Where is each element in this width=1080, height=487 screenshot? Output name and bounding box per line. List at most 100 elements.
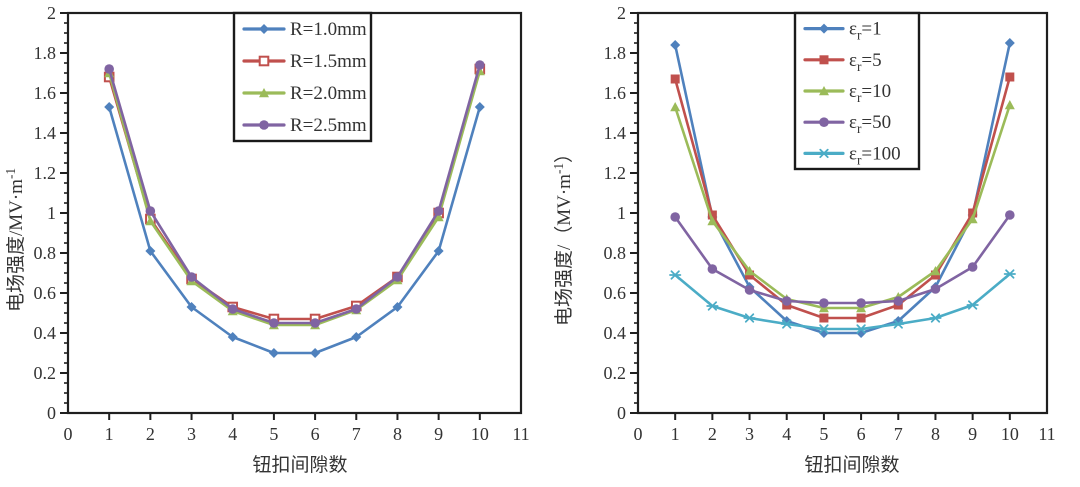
data-point-marker — [145, 246, 156, 256]
left-chart-canvas: 0 0.2 0.4 0.6 0.8 1 1.2 1.4 1.6 1.8 2 0 1 2 3 4 5 6 7 8 9 10 1… — [3, 3, 530, 476]
legend-label: R=1.5mm — [290, 51, 367, 72]
data-point-marker — [268, 348, 279, 358]
data-point-marker — [819, 313, 829, 323]
left-chart-panel: 0 0.2 0.4 0.6 0.8 1 1.2 1.4 1.6 1.8 2 0 1 2 3 4 5 6 7 8 9 10 1… — [3, 3, 530, 476]
x-tick-label: 3 — [745, 424, 754, 444]
legend-label: R=2.0mm — [290, 83, 367, 104]
y-tick-label: 2 — [47, 3, 56, 23]
data-point-marker — [310, 318, 320, 328]
data-point-marker — [1005, 72, 1015, 82]
data-point-marker — [707, 264, 718, 274]
data-point-marker — [475, 60, 485, 70]
data-point-marker — [744, 266, 755, 276]
y-tick-label: 1.6 — [34, 83, 57, 103]
x-tick-label: 11 — [1038, 424, 1055, 444]
x-tick-label: 6 — [311, 424, 320, 444]
y-tick-label: 0.4 — [34, 323, 57, 343]
y-tick-label: 1.2 — [604, 163, 627, 183]
data-point-marker — [186, 272, 197, 282]
data-point-marker — [1005, 269, 1015, 279]
y-tick-label: 0.2 — [604, 363, 627, 383]
data-point-marker — [1004, 100, 1015, 110]
y-tick-label: 1.8 — [34, 43, 57, 63]
y-tick-label: 1 — [47, 203, 56, 223]
series-line — [107, 105, 482, 355]
series-line — [673, 272, 1012, 331]
data-point-marker — [819, 148, 829, 159]
data-point-marker — [930, 284, 941, 294]
y-tick-label: 1.8 — [604, 43, 627, 63]
y-tick-label: 0.6 — [604, 283, 627, 303]
data-point-marker — [269, 318, 279, 328]
legend-entry-R=1.0mm: R=1.0mm — [242, 19, 367, 40]
data-point-marker — [259, 88, 269, 98]
series-line — [107, 63, 482, 325]
x-tick-label: 6 — [857, 424, 866, 444]
x-tick-label: 7 — [352, 424, 361, 444]
data-point-marker — [227, 304, 238, 314]
data-point-marker — [781, 296, 792, 306]
data-point-marker — [145, 216, 156, 226]
data-point-marker — [670, 102, 681, 112]
x-tick-label: 4 — [228, 424, 237, 444]
y-tick-label: 0.8 — [34, 243, 57, 263]
legend-label: εr=100 — [849, 143, 901, 167]
x-tick-label: 1 — [105, 424, 114, 444]
data-point-marker — [392, 272, 403, 282]
data-point-marker — [967, 214, 978, 224]
x-tick-label: 11 — [512, 424, 529, 444]
data-point-marker — [670, 212, 680, 222]
legend-entry-εr=100: εr=100 — [803, 143, 901, 167]
y-tick-label: 1.6 — [604, 83, 627, 103]
data-point-marker — [474, 102, 485, 112]
legend-label: εr=5 — [849, 50, 882, 74]
x-tick-label: 2 — [708, 424, 717, 444]
data-point-marker — [104, 102, 115, 112]
data-point-marker — [744, 285, 755, 295]
series-εr=50 — [670, 210, 1015, 308]
x-tick-label: 9 — [434, 424, 443, 444]
y-tick-label: 1 — [617, 203, 626, 223]
legend-entry-εr=5: εr=5 — [803, 50, 882, 74]
data-point-marker — [819, 86, 829, 96]
legend-entry-R=2.0mm: R=2.0mm — [242, 83, 367, 104]
right-chart-panel: 0 0.2 0.4 0.6 0.8 1 1.2 1.4 1.6 1.8 2 0 1 2 3 4 5 6 7 8 9 10 1… — [540, 0, 1080, 487]
series-line — [673, 213, 1012, 305]
data-point-marker — [670, 270, 680, 280]
x-tick-label: 4 — [782, 424, 791, 444]
data-point-marker — [856, 313, 866, 323]
data-point-marker — [433, 246, 444, 256]
x-tick-label: 5 — [819, 424, 828, 444]
legend-box — [232, 11, 373, 143]
data-point-marker — [433, 206, 444, 216]
series-R=2.5mm — [104, 60, 485, 328]
data-point-marker — [227, 332, 238, 342]
y-tick-label: 0.2 — [34, 363, 57, 383]
series-εr=100 — [669, 269, 1016, 334]
x-tick-label: 9 — [968, 424, 977, 444]
legend-label: R=2.5mm — [290, 115, 367, 136]
legend-label: εr=1 — [849, 19, 882, 43]
data-point-marker — [670, 74, 680, 84]
y-axis-title: 电场强度/（MV·m-1） — [551, 144, 575, 326]
data-point-marker — [819, 298, 829, 308]
legend-entry-R=1.5mm: R=1.5mm — [242, 51, 367, 72]
x-tick-label: 8 — [931, 424, 940, 444]
x-tick-label: 8 — [393, 424, 402, 444]
legend-label: R=1.0mm — [290, 19, 367, 40]
x-tick-label: 2 — [146, 424, 155, 444]
y-tick-label: 1.2 — [34, 163, 57, 183]
data-point-marker — [856, 324, 866, 334]
x-tick-label: 5 — [269, 424, 278, 444]
data-point-marker — [259, 24, 269, 34]
data-point-marker — [351, 332, 362, 342]
x-tick-label: 0 — [634, 424, 643, 444]
legend-label: εr=10 — [849, 81, 891, 105]
data-point-marker — [893, 319, 903, 329]
x-axis-title: 钮扣间隙数 — [804, 454, 899, 476]
data-point-marker — [819, 23, 829, 34]
data-point-marker — [1005, 210, 1015, 220]
data-point-marker — [930, 266, 941, 276]
data-point-marker — [930, 313, 941, 323]
data-point-marker — [351, 304, 362, 314]
